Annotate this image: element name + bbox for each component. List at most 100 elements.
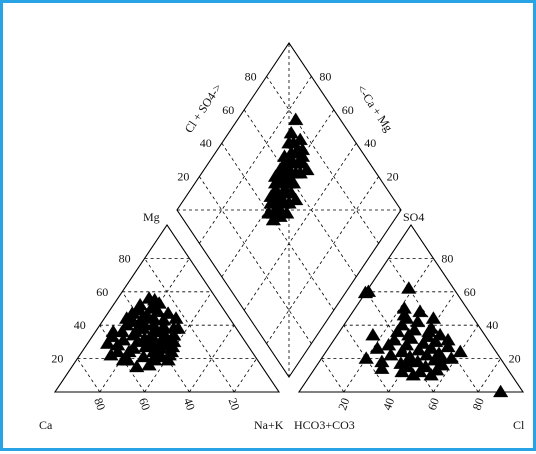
cation-bottom-tick-label: 80 <box>91 396 108 412</box>
anion-triangle-outline <box>297 224 525 393</box>
diamond-point <box>263 189 279 202</box>
diamond-point <box>265 212 281 226</box>
anion-point <box>440 332 456 346</box>
cation-nak-label: Na+K <box>254 418 284 432</box>
points-layer <box>100 112 509 398</box>
anion-point <box>365 327 381 341</box>
diamond-left-tick-label: 20 <box>177 170 189 184</box>
anion-point <box>401 281 417 294</box>
cation-point <box>168 311 184 324</box>
cation-point <box>114 324 130 338</box>
cation-point <box>135 309 152 323</box>
diamond-right-tick-label: 80 <box>319 69 331 83</box>
cation-triangle-outline <box>53 224 281 393</box>
diamond-right-tick-label: 40 <box>364 136 376 150</box>
text-layer: 80 60 40 20 80 60 40 20 80 60 40 20 20 40 60 80 20 40 60 80… <box>39 69 525 432</box>
anion-bottom-tick-label: 20 <box>335 396 352 412</box>
anion-point <box>394 344 410 358</box>
anion-point <box>423 368 439 381</box>
anion-point <box>412 304 428 318</box>
anion-point <box>452 344 468 358</box>
diamond-left-tick-label: 40 <box>200 136 212 150</box>
anion-right-tick-label: 60 <box>464 285 476 299</box>
diamond-left-tick-label: 60 <box>222 103 234 117</box>
cation-point <box>125 327 142 341</box>
anion-bottom-tick-label: 60 <box>425 396 442 412</box>
anion-point <box>358 351 374 364</box>
diamond-point <box>288 192 304 206</box>
diamond-point <box>283 125 299 139</box>
cation-left-tick-label: 80 <box>119 251 131 265</box>
cation-ca-label: Ca <box>39 418 53 432</box>
diamond-point <box>288 112 304 126</box>
cation-grid-line <box>144 291 213 393</box>
cation-mg-label: Mg <box>143 210 160 224</box>
diamond-point <box>281 135 297 149</box>
cation-point <box>138 339 154 353</box>
anion-hco3-label: HCO3+CO3 <box>294 418 355 432</box>
cation-grid-line <box>144 258 235 393</box>
anion-point <box>369 341 386 354</box>
cation-point <box>129 359 145 373</box>
anion-point <box>419 348 435 361</box>
cation-point <box>160 353 176 366</box>
anion-so4-label: SO4 <box>403 210 424 224</box>
piper-diagram: 80 60 40 20 80 60 40 20 80 60 40 20 20 40 60 80 20 40 60 80… <box>39 42 525 432</box>
cation-point <box>170 321 186 334</box>
anion-point <box>374 361 390 374</box>
cation-bottom-tick-label: 20 <box>226 396 243 412</box>
anion-point <box>434 351 450 364</box>
anion-point <box>381 337 397 351</box>
diamond-outline <box>176 42 402 378</box>
diamond-point <box>267 176 284 189</box>
cation-left-tick-label: 60 <box>96 285 108 299</box>
anion-point <box>411 343 427 356</box>
diamond-clso4-label: Cl + SO4-> <box>182 81 225 136</box>
cation-left-tick-label: 40 <box>74 318 86 332</box>
anion-cl-label: Cl <box>513 418 525 432</box>
anion-grid-line <box>477 358 501 393</box>
anion-point <box>493 384 509 398</box>
diamond-point <box>276 149 293 162</box>
diamond-right-tick-label: 60 <box>342 103 354 117</box>
anion-right-tick-label: 40 <box>486 318 498 332</box>
diamond-point <box>267 169 284 182</box>
cation-left-tick-label: 20 <box>51 352 63 366</box>
anion-point <box>405 368 421 381</box>
anion-point <box>401 354 417 368</box>
diamond-point <box>299 162 315 176</box>
anion-bottom-tick-label: 40 <box>380 396 397 412</box>
cation-point <box>121 344 137 358</box>
diamond-right-tick-label: 20 <box>387 170 399 184</box>
anion-grid-line <box>343 324 389 393</box>
outline-layer <box>53 42 525 393</box>
diamond-point <box>263 196 279 209</box>
cation-point <box>115 353 131 366</box>
cation-point <box>103 348 119 361</box>
cation-point <box>119 311 135 324</box>
cation-point <box>119 317 135 331</box>
anion-right-tick-label: 80 <box>441 251 453 265</box>
cation-bottom-tick-label: 40 <box>181 396 198 412</box>
cation-point <box>100 336 116 349</box>
cation-grid-line <box>189 324 235 393</box>
cation-point <box>135 349 152 363</box>
diamond-left-tick-label: 80 <box>245 69 257 83</box>
anion-point <box>425 311 442 324</box>
anion-point <box>440 339 456 353</box>
anion-point <box>394 364 410 378</box>
anion-point <box>396 307 412 321</box>
anion-point <box>421 324 437 338</box>
anion-point <box>401 327 417 341</box>
cation-point <box>130 321 146 334</box>
cation-grid-line <box>77 358 101 393</box>
anion-bottom-tick-label: 80 <box>470 396 487 412</box>
anion-point <box>360 284 377 297</box>
cation-point <box>148 348 164 361</box>
diamond-camg-label: <-Ca + Mg <box>354 82 396 134</box>
anion-grid-line <box>321 358 345 393</box>
cation-point <box>159 337 175 351</box>
anion-grid-line <box>433 324 479 393</box>
cation-point <box>141 358 157 371</box>
anion-point <box>383 348 399 361</box>
